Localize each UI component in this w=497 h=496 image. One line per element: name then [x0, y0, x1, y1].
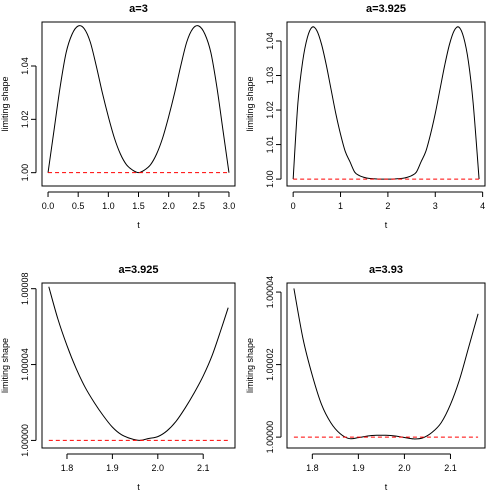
y-tick-label: 1.00000: [265, 421, 275, 454]
x-tick-label: 2.1: [197, 463, 210, 473]
x-tick-label: 2.0: [398, 463, 411, 473]
limiting-shape-line: [293, 288, 479, 440]
x-tick-label: 2.0: [152, 463, 165, 473]
chart-title: a=3.93: [369, 264, 403, 276]
y-tick-label: 1.00004: [265, 276, 275, 309]
chart-title: a=3: [129, 3, 148, 15]
y-tick-label: 1.00004: [20, 348, 30, 381]
y-tick-label: 1.01: [265, 136, 275, 154]
x-tick-label: 4: [480, 201, 485, 211]
y-axis-label: limiting shape: [245, 76, 255, 131]
x-axis-label: t: [385, 482, 388, 491]
x-tick-label: 0.5: [72, 201, 85, 211]
x-tick-label: 1: [338, 201, 343, 211]
x-tick-label: 2.1: [444, 463, 457, 473]
x-tick-label: 0: [291, 201, 296, 211]
y-tick-label: 1.03: [265, 67, 275, 85]
x-tick-label: 0.0: [42, 201, 55, 211]
x-tick-label: 1.5: [132, 201, 145, 211]
limiting-shape-line: [48, 286, 229, 441]
chart-title: a=3.925: [366, 3, 406, 15]
y-tick-label: 1.00008: [20, 272, 30, 305]
x-tick-label: 1.8: [306, 463, 319, 473]
chart-panel-4: a=3.93 1.8 1.9 2.0 2.1 1.00000 1.00002 1.00004 t…: [245, 264, 486, 492]
y-tick-label: 1.00: [20, 164, 30, 182]
x-tick-label: 1.9: [352, 463, 365, 473]
y-tick-label: 1.02: [20, 111, 30, 129]
y-axis-label: limiting shape: [0, 338, 10, 393]
x-tick-label: 2: [385, 201, 390, 211]
plot-frame: [286, 282, 486, 449]
x-tick-label: 3: [433, 201, 438, 211]
x-tick-label: 2.5: [193, 201, 206, 211]
plot-frame: [286, 21, 486, 187]
y-tick-label: 1.04: [265, 32, 275, 50]
plot-frame: [41, 282, 236, 449]
limiting-shape-line: [292, 26, 480, 180]
y-tick-label: 1.02: [265, 101, 275, 119]
chart-panel-3: a=3.925 1.8 1.9 2.0 2.1 1.00000 1.00004 1.00008…: [0, 264, 236, 492]
y-tick-label: 1.00002: [265, 348, 275, 381]
x-axis-label: t: [137, 482, 140, 491]
x-tick-label: 1.9: [106, 463, 119, 473]
x-tick-label: 1.0: [102, 201, 115, 211]
plot-frame: [41, 21, 236, 187]
y-tick-label: 1.00000: [20, 424, 30, 457]
y-tick-label: 1.04: [20, 57, 30, 75]
x-axis-label: t: [137, 220, 140, 230]
limiting-shape-line: [47, 25, 230, 174]
chart-title: a=3.925: [118, 264, 158, 276]
x-tick-label: 2.0: [162, 201, 175, 211]
y-axis-label: limiting shape: [245, 338, 255, 393]
x-axis-label: t: [385, 220, 388, 230]
y-axis-label: limiting shape: [0, 76, 10, 131]
chart-panel-2: a=3.925 0 1 2 3 4 1.00 1.01 1.02 1.03 1.04 t limitin…: [245, 3, 486, 230]
chart-panel-1: a=3 0.0 0.5 1.0 1.5 2.0 2.5 3.0 1.00 1.02 1.04 t lim…: [0, 3, 236, 230]
x-tick-label: 1.8: [61, 463, 74, 473]
x-tick-label: 3.0: [223, 201, 236, 211]
y-tick-label: 1.00: [265, 170, 275, 188]
